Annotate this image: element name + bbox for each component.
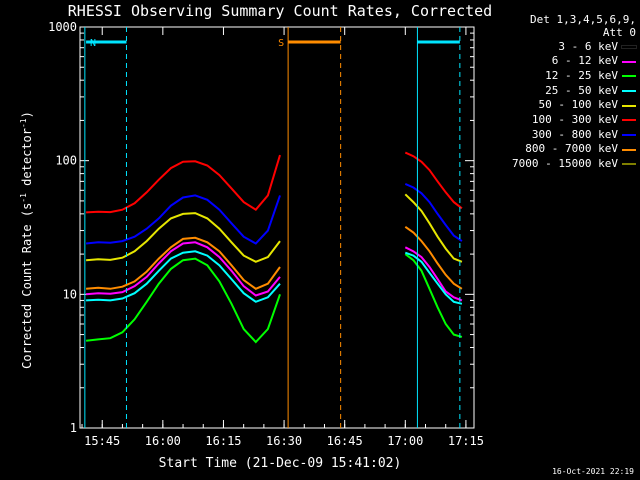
x-tick-label: 17:00 — [387, 434, 423, 448]
series-line-6 — [86, 194, 281, 245]
legend-entry: 25 - 50 keV — [484, 84, 636, 99]
y-axis-label-mid: detector — [20, 128, 34, 193]
legend-entry: 6 - 12 keV — [484, 54, 636, 69]
plot-frame — [79, 26, 475, 429]
legend-rows: 3 - 6 keV 6 - 12 keV 12 - 25 keV 25 - 50 ke… — [484, 39, 637, 172]
y-tick-label: 1000 — [48, 20, 77, 34]
legend-entry-label: 50 - 100 keV — [538, 98, 618, 112]
y-axis-label-main: Corrected Count Rate (s — [20, 203, 34, 369]
legend-entry: 800 - 7000 keV — [484, 142, 636, 157]
series-line-3 — [86, 250, 281, 303]
y-tick-label: 100 — [55, 154, 77, 168]
legend-attenuator-label: Att 0 — [602, 25, 636, 39]
legend-entry: 100 - 300 keV — [484, 113, 636, 128]
legend-swatch — [622, 134, 636, 137]
legend-entry: 12 - 25 keV — [484, 69, 636, 84]
legend-entry: 7000 - 15000 keV — [484, 157, 636, 172]
x-tick-label: 16:15 — [205, 434, 241, 448]
series-line-0 — [405, 266, 463, 323]
flag-bar-label: N — [90, 38, 96, 49]
legend-entry-label: 25 - 50 keV — [545, 83, 618, 97]
series-line-5 — [86, 154, 281, 214]
series-line-7 — [86, 236, 281, 290]
series-line-2 — [85, 257, 281, 344]
plot-area: 1 10 100 1000 15:45 16:00 16:15 16:30 16:45 17:00… — [48, 20, 484, 448]
legend-swatch — [622, 119, 636, 122]
legend-entry-label: 800 - 7000 keV — [525, 142, 618, 156]
x-tick-label: 15:45 — [84, 434, 120, 448]
y-tick-label: 10 — [63, 287, 77, 301]
legend-swatch — [622, 60, 636, 63]
series-line-0 — [86, 277, 281, 331]
x-tick-label: 16:00 — [145, 434, 181, 448]
y-tick-label: 1 — [70, 421, 77, 435]
legend-entry-label: 3 - 6 keV — [558, 39, 618, 53]
flag-bar-label: S — [278, 38, 284, 49]
series-line-5 — [404, 151, 463, 210]
y-axis-label-sup2: -1 — [19, 118, 28, 128]
series-line-4 — [86, 212, 281, 263]
chart-title: RHESSI Observing Summary Count Rates, Co… — [68, 2, 492, 20]
series-line-3 — [404, 251, 463, 305]
series-line-6 — [404, 182, 463, 242]
legend-detector-label: Det 1,3,4,5,6,9, — [530, 13, 636, 26]
y-axis-label-sup1: -1 — [19, 193, 28, 203]
legend-swatch — [622, 75, 636, 78]
legend-entry: 300 - 800 keV — [484, 128, 636, 143]
legend-entry-label: 12 - 25 keV — [545, 68, 618, 82]
series-line-1 — [404, 246, 463, 302]
x-tick-label: 16:30 — [266, 434, 302, 448]
series-line-4 — [404, 193, 463, 263]
legend-swatch — [622, 163, 636, 166]
legend-entry-label: 100 - 300 keV — [531, 112, 618, 126]
legend-swatch — [622, 90, 636, 92]
legend-swatch — [622, 104, 636, 107]
legend-entry-label: 6 - 12 keV — [551, 54, 618, 68]
footer-timestamp: 16-Oct-2021 22:19 — [552, 467, 634, 476]
x-tick-label: 16:45 — [327, 434, 363, 448]
legend-entry-label: 300 - 800 keV — [531, 127, 618, 141]
legend-swatch — [622, 148, 636, 151]
legend-entry: 50 - 100 keV — [484, 98, 636, 113]
legend-entry: 3 - 6 keV — [484, 39, 637, 55]
x-tick-label: 17:15 — [448, 434, 484, 448]
legend-entry-label: 7000 - 15000 keV — [512, 157, 618, 171]
series-line-2 — [404, 253, 463, 338]
y-axis-label-end: ) — [20, 111, 34, 118]
y-axis-label: Corrected Count Rate (s-1 detector-1) — [19, 111, 34, 369]
legend-swatch — [621, 44, 637, 49]
x-axis-label: Start Time (21-Dec-09 15:41:02) — [159, 456, 402, 471]
series-line-1 — [86, 241, 281, 297]
legend: Det 1,3,4,5,6,9, Att 0 3 - 6 keV 6 - 12 k… — [484, 13, 637, 172]
series-line-7 — [404, 225, 463, 290]
